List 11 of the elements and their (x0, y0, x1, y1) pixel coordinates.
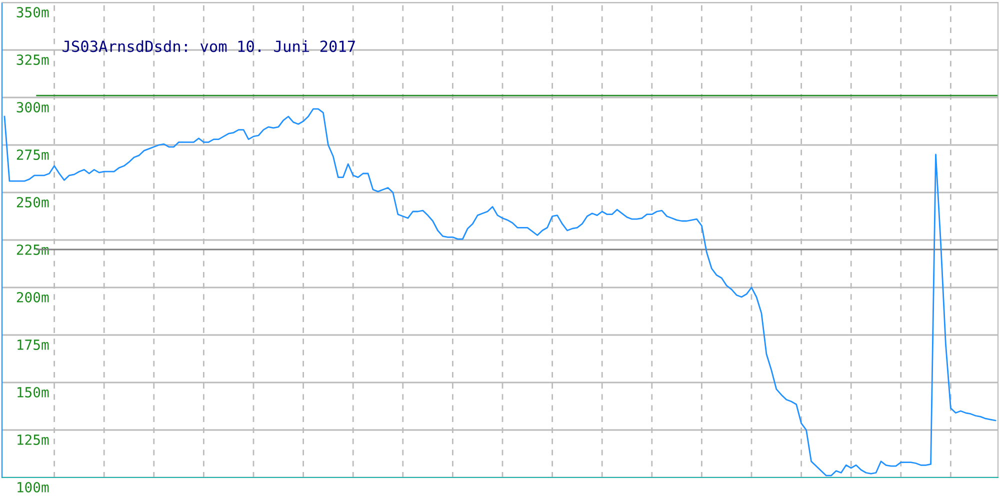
y-tick-label: 125m (18, 434, 49, 445)
y-tick-label: 250m (16, 196, 49, 208)
y-tick-label: 300m (16, 102, 49, 112)
y-tick-label: 175m (18, 340, 49, 350)
y-tick-label: 200m (16, 292, 49, 302)
y-tick-label: 150m (18, 386, 49, 398)
y-tick-label: 100m (18, 482, 49, 492)
text: JS03ArnsdDsdn: vom 10. Juni 2017 (62, 40, 355, 52)
y-tick-label: 275m (16, 149, 49, 160)
y-tick-label: 350m (16, 6, 49, 18)
y-tick-label: 325m (16, 54, 49, 65)
